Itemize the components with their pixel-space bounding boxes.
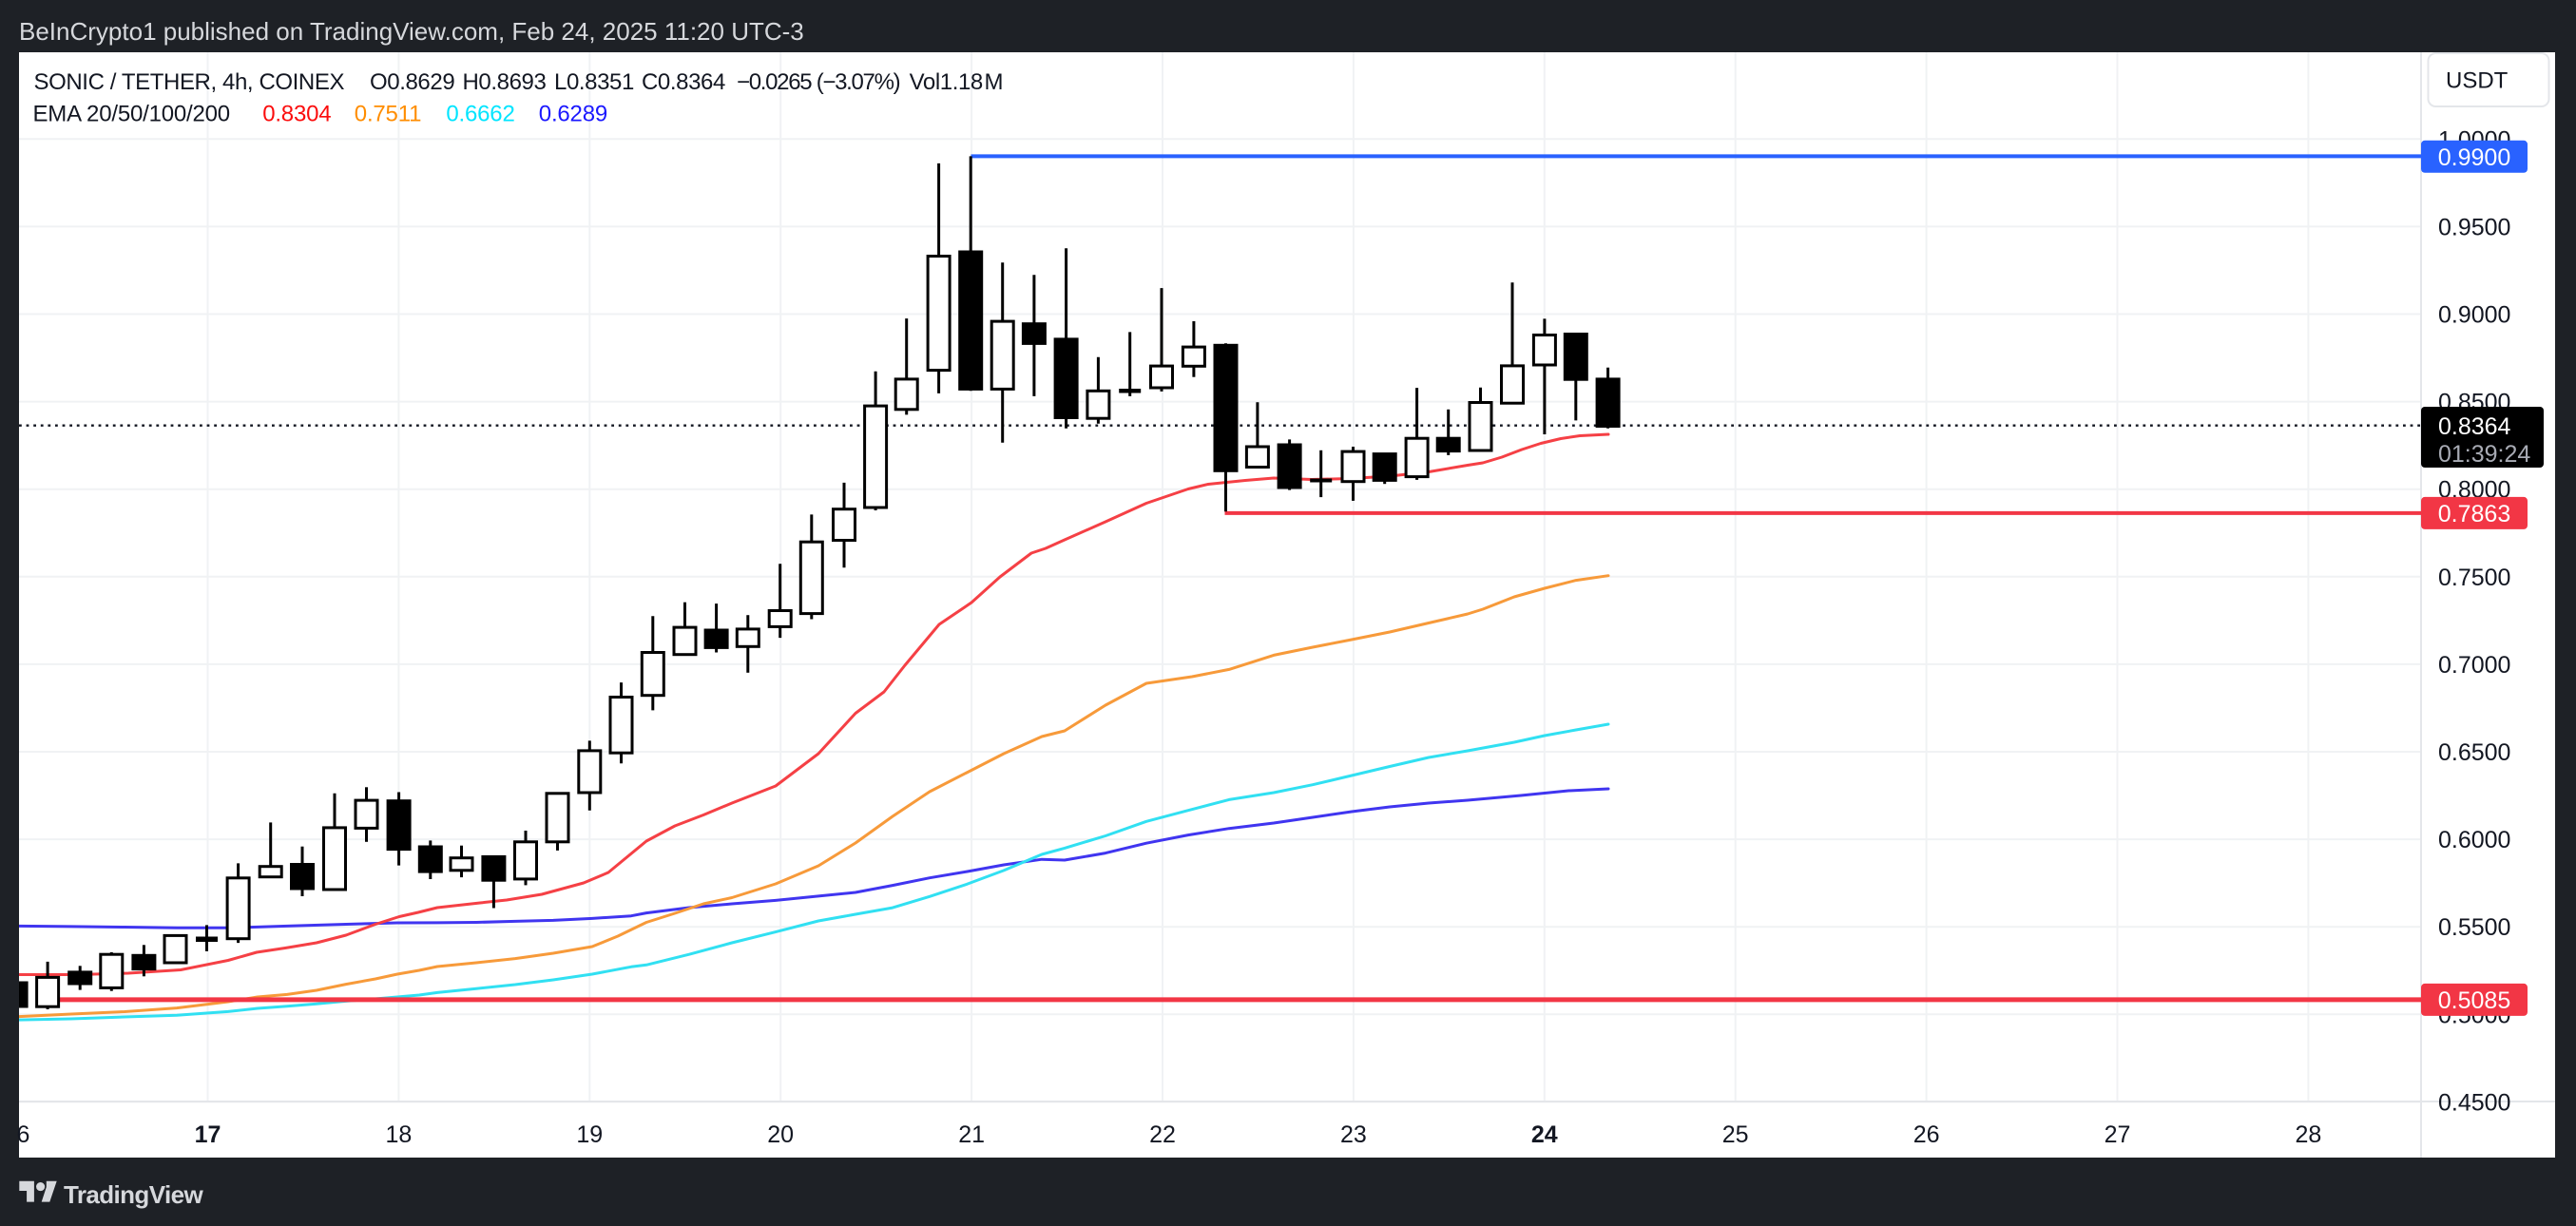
svg-text:0.7511: 0.7511 [355,102,421,127]
svg-text:0.4500: 0.4500 [2438,1089,2510,1116]
svg-text:25: 25 [1722,1121,1749,1148]
svg-text:24: 24 [1531,1121,1558,1148]
svg-text:SONIC / TETHER, 4h, COINEX: SONIC / TETHER, 4h, COINEX [34,69,345,95]
svg-text:−0.0265 (−3.07%): −0.0265 (−3.07%) [737,69,900,95]
svg-text:BeInCrypto1 published on Tradi: BeInCrypto1 published on TradingView.com… [19,17,804,46]
svg-text:22: 22 [1149,1121,1176,1148]
svg-text:0.6289: 0.6289 [539,102,607,127]
svg-text:L0.8351: L0.8351 [554,69,634,95]
svg-text:0.8304: 0.8304 [262,102,331,127]
svg-text:18: 18 [385,1121,412,1148]
svg-text:0.7500: 0.7500 [2438,565,2510,591]
svg-text:C0.8364: C0.8364 [642,69,725,95]
svg-text:0.6662: 0.6662 [446,102,514,127]
svg-text:0.6000: 0.6000 [2438,827,2510,853]
svg-text:0.5500: 0.5500 [2438,914,2510,941]
svg-text:20: 20 [767,1121,794,1148]
svg-text:0.9000: 0.9000 [2438,302,2510,329]
svg-text:TradingView: TradingView [64,1180,203,1209]
svg-text:Vol1.18 M: Vol1.18 M [910,69,1003,95]
svg-text:0.9900: 0.9900 [2438,144,2510,171]
svg-text:19: 19 [576,1121,603,1148]
svg-text:21: 21 [958,1121,985,1148]
svg-text:0.9500: 0.9500 [2438,214,2510,240]
svg-text:01:39:24: 01:39:24 [2438,441,2530,468]
svg-text:26: 26 [1913,1121,1940,1148]
svg-text:0.8364: 0.8364 [2438,413,2511,440]
svg-text:O0.8629: O0.8629 [370,69,454,95]
svg-text:6: 6 [17,1121,30,1148]
svg-text:0.7863: 0.7863 [2438,501,2510,527]
svg-text:EMA 20/50/100/200: EMA 20/50/100/200 [33,102,230,127]
svg-text:USDT: USDT [2446,68,2509,94]
svg-text:0.5085: 0.5085 [2438,987,2510,1014]
svg-text:0.6500: 0.6500 [2438,739,2510,766]
svg-text:27: 27 [2105,1121,2131,1148]
svg-text:28: 28 [2295,1121,2321,1148]
svg-text:H0.8693: H0.8693 [463,69,547,95]
svg-text:0.7000: 0.7000 [2438,652,2510,679]
svg-text:17: 17 [195,1121,221,1148]
svg-text:23: 23 [1340,1121,1367,1148]
